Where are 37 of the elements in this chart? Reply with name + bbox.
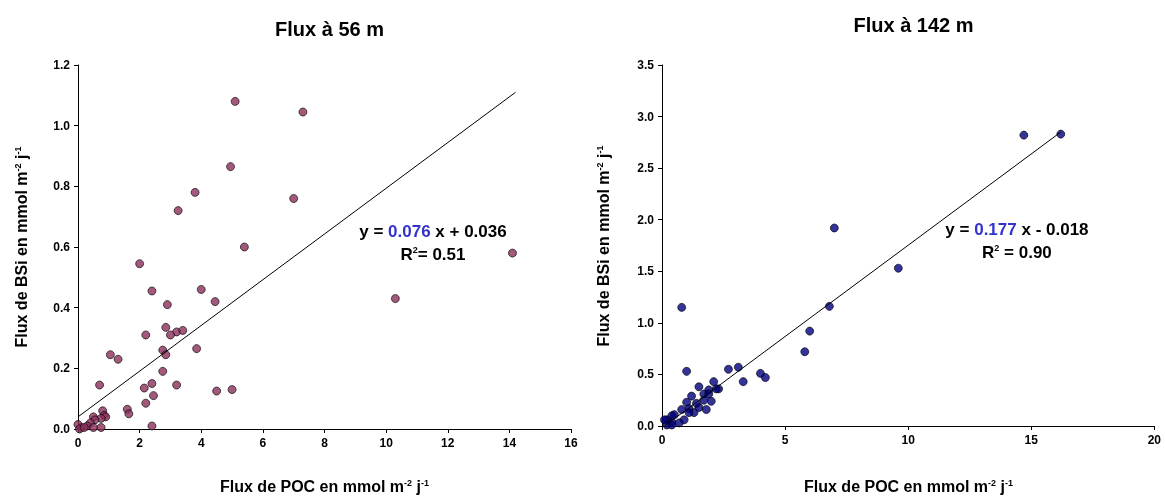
y-tick-label: 0.0 [53,422,71,436]
y-tick-label: 0.2 [53,361,71,376]
chart-title: Flux à 142 m [853,14,974,36]
y-tick-label: 1.0 [637,315,655,330]
x-tick-label: 15 [1024,433,1039,447]
annotation: R$^{2}$= 0.51 [400,244,466,264]
y-tick-label: 1.5 [637,264,655,279]
y-tick-label: 1.0 [53,118,71,133]
x-tick-label: 20 [1147,433,1162,447]
y-tick-label: 0.4 [53,300,71,315]
annotation: y = 0.177 x - 0.018 [945,220,1089,240]
x-axis-title: Flux de POC en mmol m$^{-2}$ j$^{-1}$ [804,478,1013,497]
x-axis-title: Flux de POC en mmol m$^{-2}$ j$^{-1}$ [220,478,429,497]
x-tick-label: 10 [901,433,916,447]
x-tick-label: 14 [502,436,517,450]
y-tick-label: 3.0 [637,109,655,124]
x-tick-label: 16 [564,436,578,450]
chart-title: Flux à 56 m [275,18,384,40]
x-tick-label: 0 [74,436,82,450]
x-tick-label: 8 [321,436,329,450]
y-tick-label: 0.6 [53,240,71,254]
y-tick-label: 0.0 [637,419,655,433]
y-tick-label: 2.0 [637,212,655,227]
x-tick-label: 12 [441,436,455,450]
x-tick-label: 2 [136,436,144,450]
y-tick-label: 2.5 [637,161,655,176]
x-tick-label: 10 [379,436,394,450]
y-tick-label: 0.5 [637,367,655,382]
y-tick-label: 3.5 [637,58,655,72]
annotation: y = 0.076 x + 0.036 [359,221,507,241]
annotation: R$^{2}$ = 0.90 [982,242,1052,262]
x-tick-label: 4 [197,436,205,450]
x-tick-label: 0 [658,433,666,447]
x-tick-label: 5 [781,433,789,447]
x-tick-label: 6 [259,436,267,450]
y-tick-label: 0.8 [53,179,71,194]
y-tick-label: 1.2 [53,58,71,72]
